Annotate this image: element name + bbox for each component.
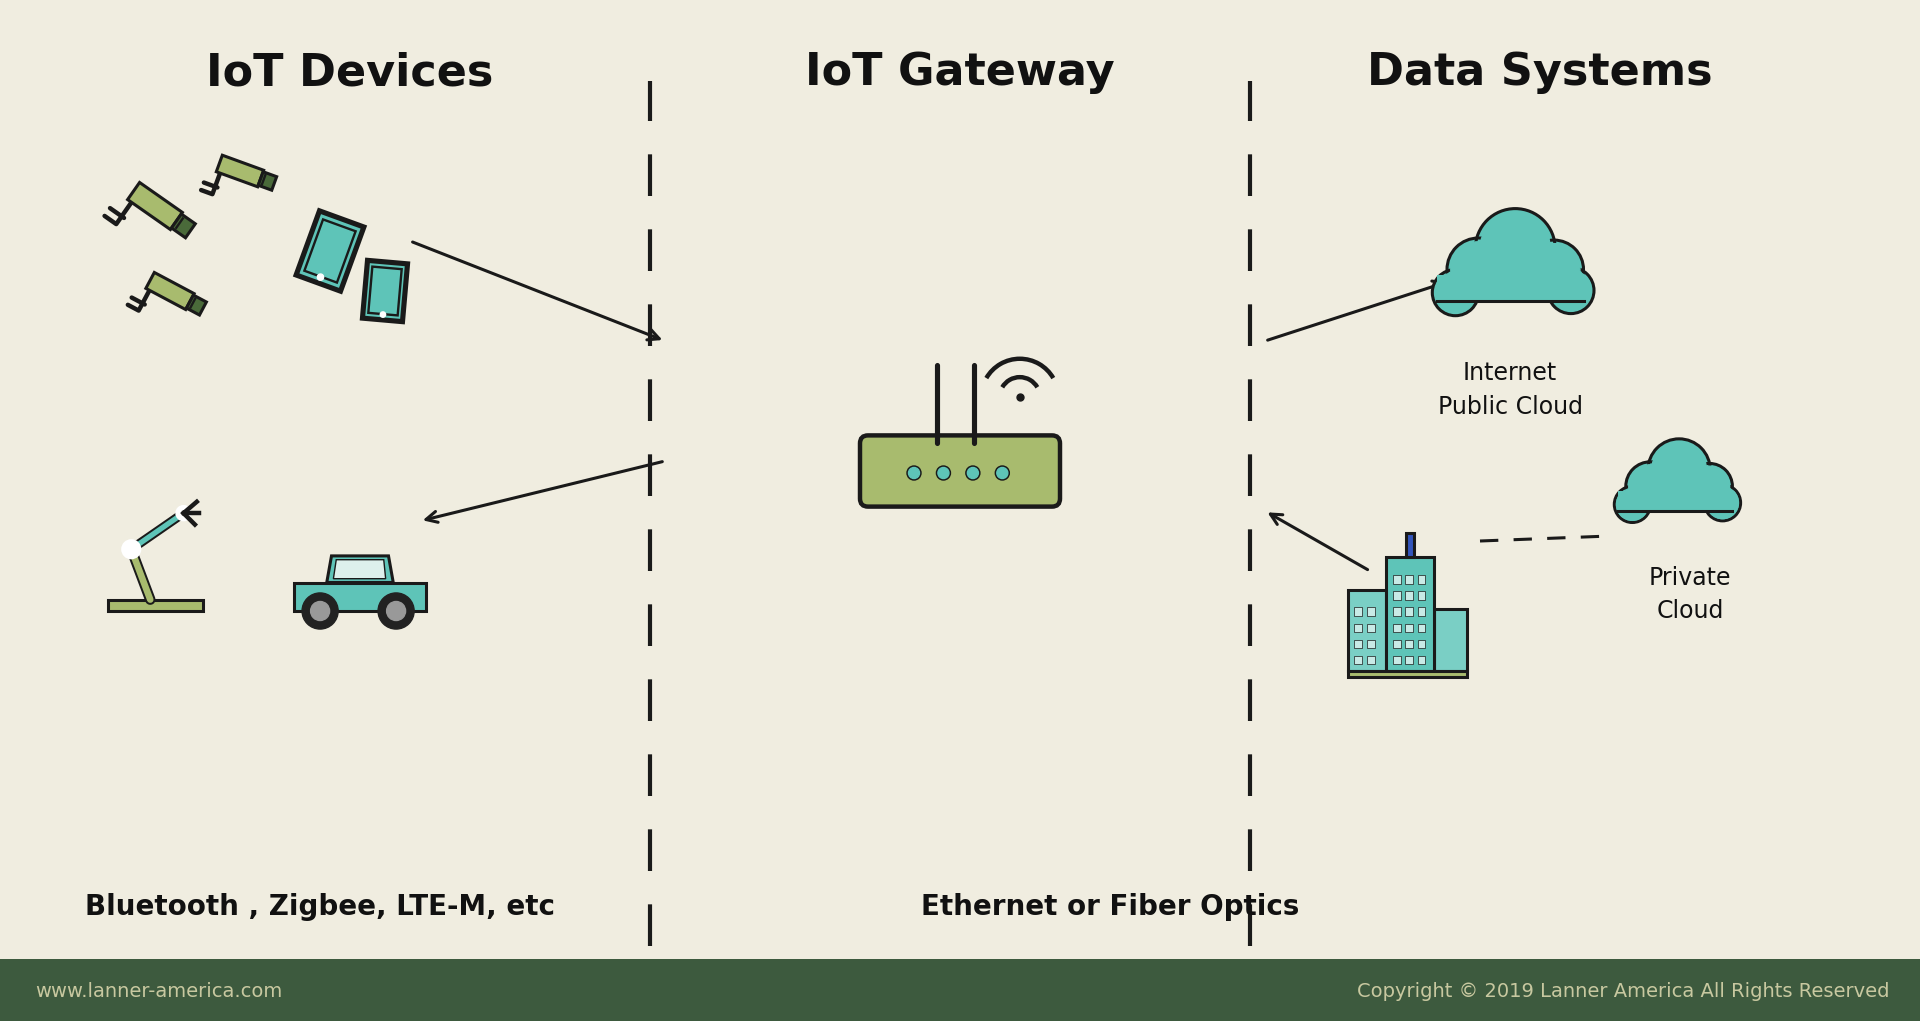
Polygon shape (326, 555, 394, 583)
Polygon shape (1392, 639, 1400, 648)
Polygon shape (1405, 607, 1413, 616)
Circle shape (1686, 464, 1732, 509)
Polygon shape (1417, 655, 1425, 665)
Polygon shape (1617, 490, 1732, 510)
Polygon shape (1405, 624, 1413, 632)
Polygon shape (217, 155, 263, 187)
Polygon shape (1392, 607, 1400, 616)
Circle shape (1617, 489, 1647, 521)
Polygon shape (363, 260, 407, 322)
Polygon shape (1405, 639, 1413, 648)
Circle shape (123, 541, 140, 557)
Text: www.lanner-america.com: www.lanner-america.com (35, 981, 282, 1001)
Polygon shape (1367, 607, 1375, 616)
Circle shape (968, 468, 979, 479)
Circle shape (995, 466, 1010, 480)
Polygon shape (1417, 624, 1425, 632)
Polygon shape (1417, 639, 1425, 648)
Polygon shape (1348, 590, 1386, 671)
Circle shape (1548, 268, 1594, 313)
Polygon shape (1392, 624, 1400, 632)
Polygon shape (1392, 591, 1400, 599)
Text: Bluetooth , Zigbee, LTE-M, etc: Bluetooth , Zigbee, LTE-M, etc (84, 893, 555, 921)
Polygon shape (1434, 610, 1467, 671)
Circle shape (1452, 242, 1505, 297)
Polygon shape (1417, 591, 1425, 599)
Polygon shape (186, 295, 207, 315)
Polygon shape (108, 599, 202, 611)
Polygon shape (1367, 655, 1375, 665)
Circle shape (906, 466, 922, 480)
Circle shape (966, 466, 979, 480)
Circle shape (939, 468, 948, 479)
Circle shape (317, 274, 324, 281)
Circle shape (1705, 485, 1741, 521)
Polygon shape (305, 220, 355, 283)
Polygon shape (171, 214, 196, 238)
Text: Data Systems: Data Systems (1367, 51, 1713, 94)
Polygon shape (127, 183, 182, 230)
Circle shape (996, 468, 1008, 479)
Polygon shape (0, 959, 1920, 1021)
Circle shape (380, 311, 386, 318)
Circle shape (378, 593, 415, 629)
Polygon shape (1436, 275, 1584, 301)
Polygon shape (296, 211, 365, 291)
Polygon shape (1367, 639, 1375, 648)
Polygon shape (1354, 639, 1361, 648)
Circle shape (1432, 270, 1478, 315)
Polygon shape (294, 583, 426, 611)
Polygon shape (1405, 655, 1413, 665)
Circle shape (1647, 439, 1711, 501)
Circle shape (937, 466, 950, 480)
Polygon shape (146, 273, 194, 309)
Circle shape (1475, 208, 1555, 288)
Polygon shape (1417, 607, 1425, 616)
Circle shape (1524, 240, 1584, 299)
Circle shape (1626, 461, 1674, 510)
Circle shape (301, 593, 338, 629)
Polygon shape (1392, 655, 1400, 665)
Circle shape (386, 601, 405, 621)
Polygon shape (1354, 607, 1361, 616)
Polygon shape (1405, 533, 1415, 557)
Circle shape (1480, 213, 1549, 284)
Circle shape (1528, 244, 1580, 295)
Circle shape (1448, 238, 1509, 301)
Circle shape (177, 506, 190, 520)
Polygon shape (1367, 624, 1375, 632)
Polygon shape (369, 266, 401, 315)
Circle shape (1707, 487, 1738, 519)
Polygon shape (257, 172, 276, 190)
Text: Copyright © 2019 Lanner America All Rights Reserved: Copyright © 2019 Lanner America All Righ… (1357, 981, 1889, 1001)
Polygon shape (1386, 557, 1434, 671)
Polygon shape (1354, 655, 1361, 665)
Circle shape (311, 601, 330, 621)
Polygon shape (1436, 275, 1584, 301)
Text: IoT Gateway: IoT Gateway (804, 51, 1116, 94)
Circle shape (908, 468, 920, 479)
Circle shape (1651, 442, 1707, 497)
Circle shape (1690, 467, 1730, 506)
FancyBboxPatch shape (860, 435, 1060, 506)
Polygon shape (1348, 671, 1467, 677)
Polygon shape (1405, 575, 1413, 584)
Polygon shape (1354, 624, 1361, 632)
Polygon shape (334, 560, 386, 579)
Polygon shape (1617, 490, 1732, 510)
Text: Private
Cloud: Private Cloud (1649, 566, 1732, 624)
Text: Ethernet or Fiber Optics: Ethernet or Fiber Optics (922, 893, 1300, 921)
Text: IoT Devices: IoT Devices (205, 51, 493, 94)
Polygon shape (1417, 575, 1425, 584)
Circle shape (1628, 465, 1672, 508)
Circle shape (1551, 271, 1592, 310)
Text: Internet
Public Cloud: Internet Public Cloud (1438, 361, 1582, 419)
Circle shape (1615, 486, 1651, 523)
Circle shape (1434, 273, 1476, 312)
Polygon shape (1405, 591, 1413, 599)
Polygon shape (1392, 575, 1400, 584)
